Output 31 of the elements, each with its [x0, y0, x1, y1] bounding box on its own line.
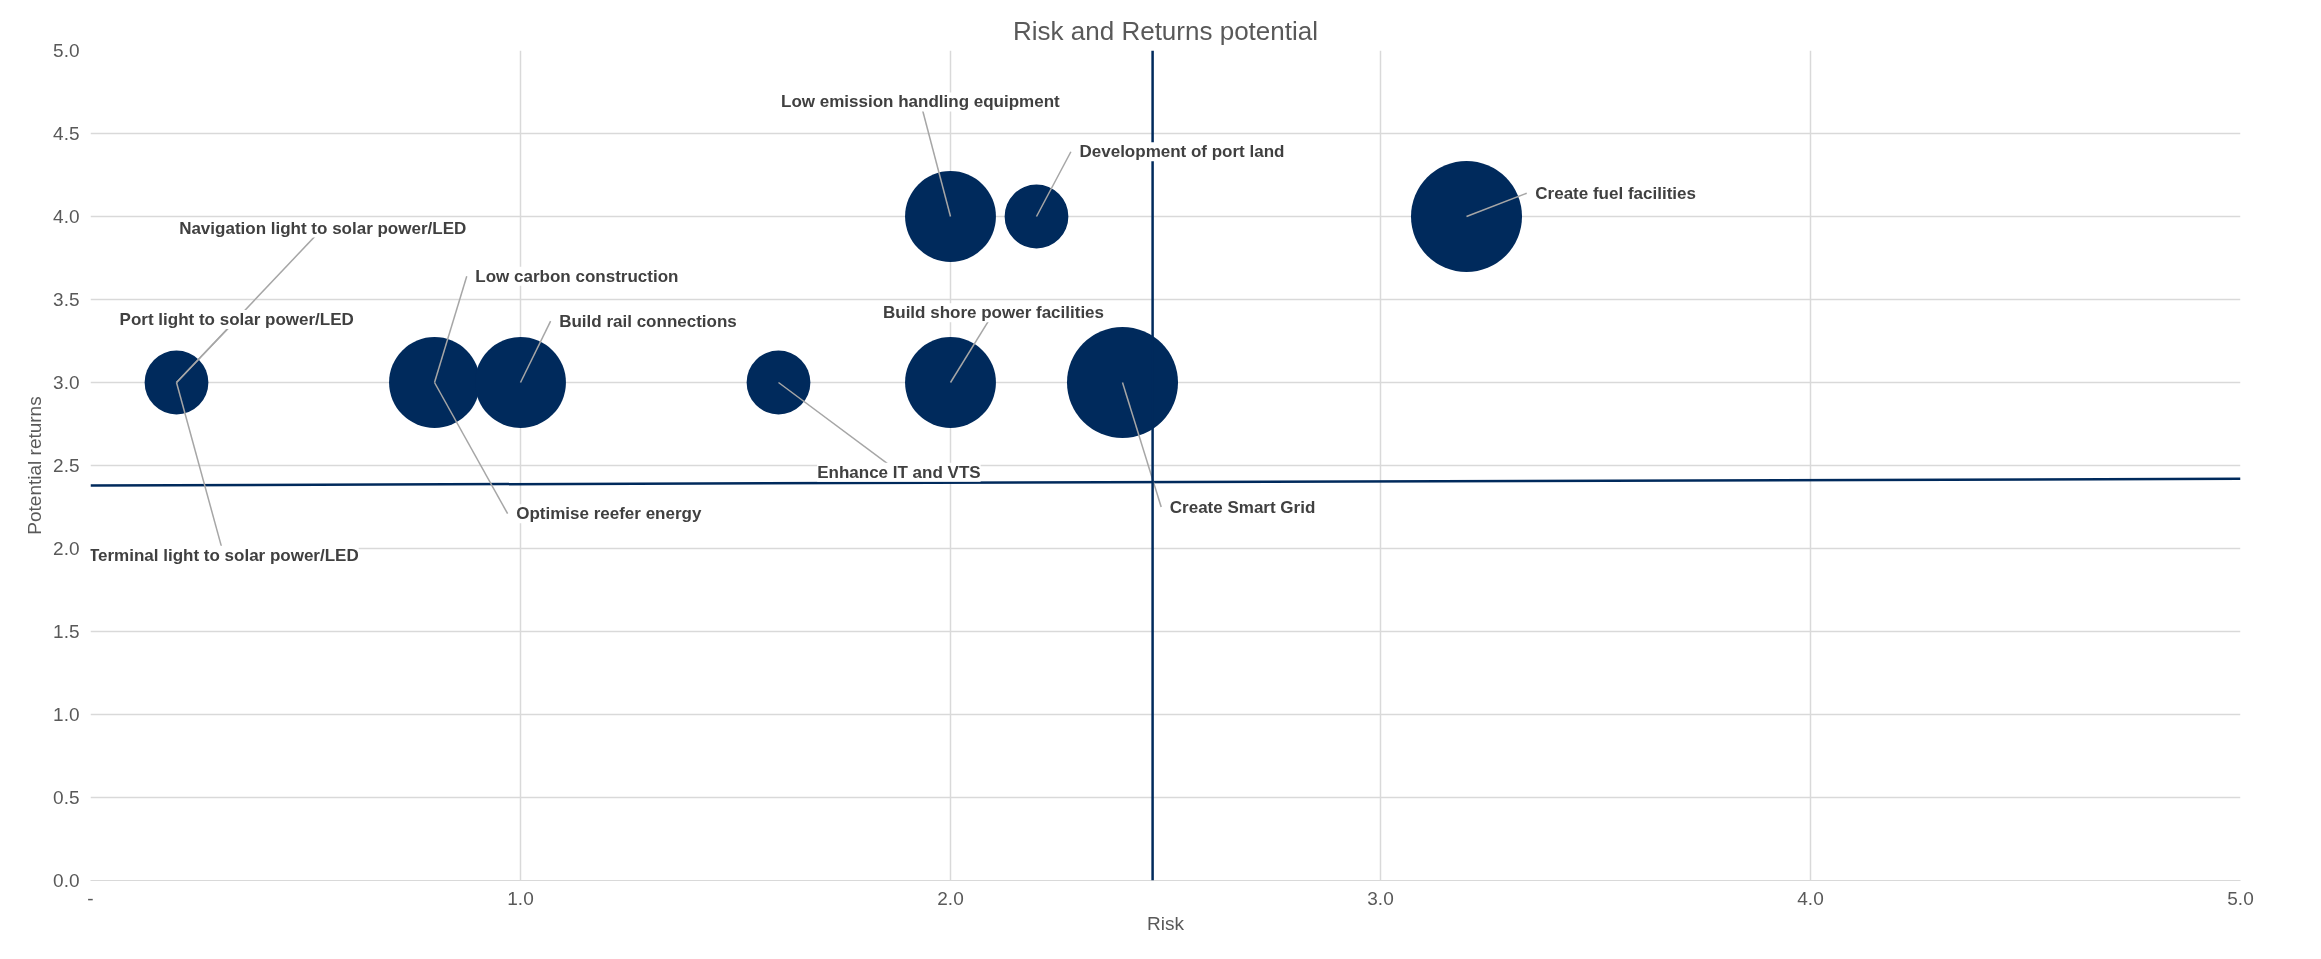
x-tick-label: 2.0	[937, 887, 964, 909]
annotation: Enhance IT and VTS	[817, 462, 981, 482]
y-tick-label: 3.0	[53, 372, 80, 393]
x-tick-label: 5.0	[2227, 887, 2254, 909]
y-tick-label: 1.5	[53, 621, 80, 642]
y-tick-label: 2.5	[53, 455, 80, 476]
y-tick-label: 3.5	[53, 289, 80, 310]
x-axis-title: Risk	[1147, 912, 1185, 934]
annotation: Optimise reefer energy	[516, 504, 702, 524]
chart-title: Risk and Returns potential	[1013, 15, 1318, 46]
annotation: Navigation light to solar power/LED	[179, 218, 467, 238]
annotation: Create fuel facilities	[1535, 183, 1696, 203]
x-tick-label: -	[87, 887, 94, 909]
annotation: Low emission handling equipment	[781, 92, 1061, 112]
y-tick-label: 2.0	[53, 538, 80, 559]
y-tick-label: 1.0	[53, 704, 80, 725]
y-axis-title: Potential returns	[24, 396, 46, 535]
y-tick-label: 4.0	[53, 206, 80, 227]
y-tick-label: 4.5	[53, 123, 80, 144]
x-tick-label: 1.0	[507, 887, 534, 909]
annotation: Build shore power facilities	[882, 303, 1105, 323]
y-tick-label: 0.5	[53, 787, 80, 808]
annotation: Low carbon construction	[475, 266, 679, 286]
annotation: Development of port land	[1079, 142, 1285, 162]
annotation: Build rail connections	[559, 311, 737, 331]
y-tick-label: 0.0	[53, 870, 80, 891]
x-tick-label: 3.0	[1367, 887, 1394, 909]
x-tick-label: 4.0	[1797, 887, 1824, 909]
annotation: Port light to solar power/LED	[119, 309, 354, 329]
annotation: Create Smart Grid	[1169, 497, 1316, 517]
y-tick-label: 5.0	[53, 40, 80, 61]
